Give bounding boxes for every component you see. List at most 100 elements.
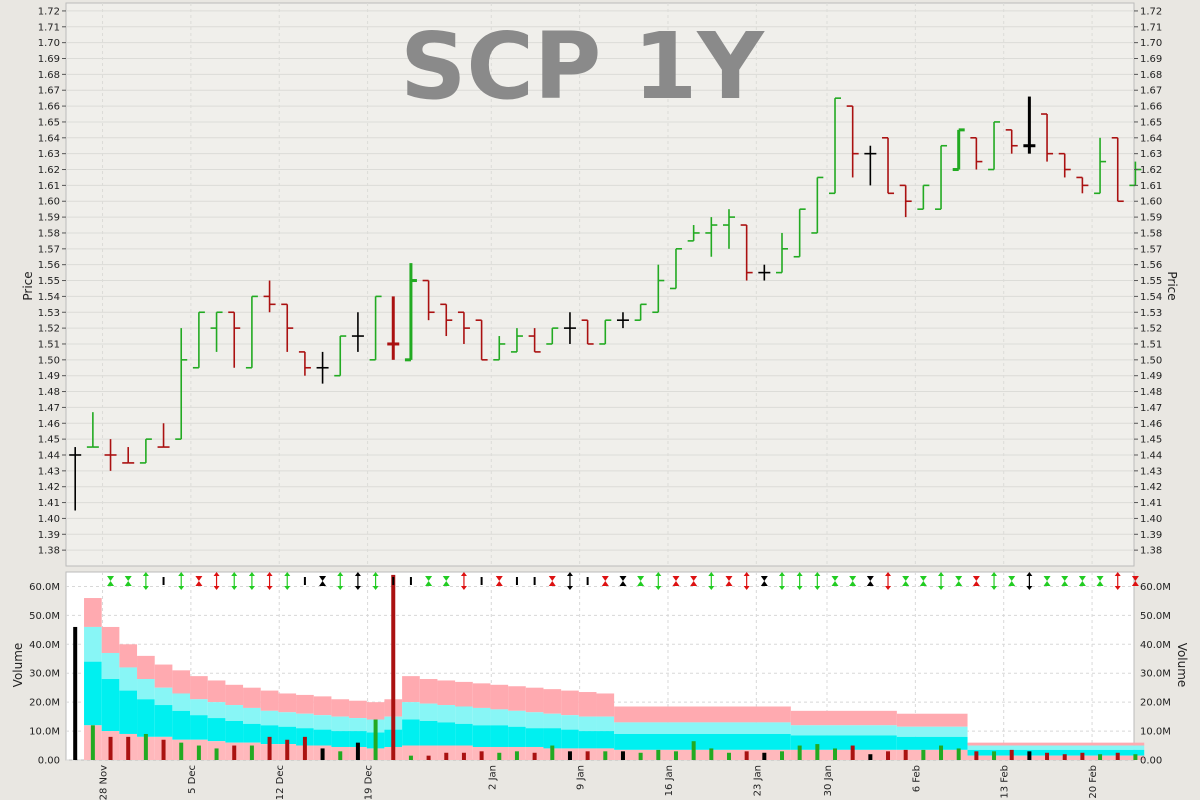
- price-tick-label: 1.51: [38, 339, 60, 350]
- volume-band-lower: [614, 749, 791, 760]
- volume-band-middle: [614, 722, 791, 734]
- price-tick-label: 1.72: [1140, 6, 1162, 17]
- volume-bar: [249, 745, 254, 760]
- signal-marker-arrow-up: [601, 581, 609, 586]
- signal-marker-arrow-down: [796, 586, 803, 590]
- signal-marker-arrow-up: [672, 581, 680, 586]
- volume-bar: [373, 719, 378, 760]
- signal-marker-arrow-down: [938, 586, 945, 590]
- volume-bar: [691, 741, 696, 760]
- signal-marker-arrow-down: [708, 586, 715, 590]
- price-tick-label: 1.41: [38, 498, 60, 509]
- price-tick-label: 1.60: [38, 197, 60, 208]
- price-tick-label: 1.45: [38, 435, 60, 446]
- volume-band-middle: [331, 716, 350, 732]
- volume-bar: [886, 751, 891, 760]
- price-tick-label: 1.41: [1140, 498, 1162, 509]
- volume-band-middle: [967, 745, 1145, 750]
- volume-band-middle: [790, 725, 897, 736]
- volume-tick-label: 60.0M: [1140, 582, 1171, 593]
- volume-bar: [638, 752, 643, 760]
- volume-band-middle: [525, 712, 544, 729]
- signal-marker-arrow-up: [1043, 581, 1051, 586]
- volume-band-upper: [437, 680, 456, 706]
- signal-marker-arrow-down: [725, 576, 733, 581]
- volume-bar: [1009, 749, 1014, 760]
- price-tick-label: 1.64: [38, 133, 60, 144]
- price-tick-label: 1.71: [1140, 22, 1162, 33]
- price-tick-label: 1.47: [38, 403, 60, 414]
- signal-marker-arrow-down: [425, 576, 433, 581]
- volume-axis-label-right: Volume: [1175, 643, 1189, 688]
- volume-band-core: [154, 705, 173, 737]
- signal-marker-arrow-up: [972, 581, 980, 586]
- volume-tick-label: 50.0M: [29, 611, 60, 622]
- signal-marker-arrow-up: [266, 572, 273, 576]
- date-tick-label: 12 Dec: [275, 765, 286, 800]
- volume-tick-label: 40.0M: [1140, 640, 1171, 651]
- volume-bar: [355, 742, 360, 760]
- price-tick-label: 1.40: [38, 514, 60, 525]
- volume-band-upper: [349, 700, 367, 719]
- volume-tick-label: 60.0M: [29, 582, 60, 593]
- volume-bar: [320, 748, 325, 760]
- price-tick-label: 1.69: [1140, 54, 1162, 65]
- volume-band-upper: [472, 683, 491, 708]
- volume-band-core: [578, 731, 597, 749]
- volume-bar: [1098, 754, 1103, 760]
- signal-marker-arrow-up: [725, 581, 733, 586]
- signal-marker-arrow-up: [195, 581, 203, 586]
- price-tick-label: 1.62: [1140, 165, 1162, 176]
- volume-tick-label: 10.0M: [29, 727, 60, 738]
- volume-bar: [815, 744, 820, 760]
- signal-marker-arrow-up: [743, 572, 750, 576]
- volume-axis-right: 0.00 10.0M 20.0M 30.0M 40.0M 50.0M 60.0M: [1140, 582, 1171, 767]
- volume-bars: [73, 574, 1138, 760]
- signal-marker-arrow-up: [814, 572, 821, 576]
- volume-band-upper: [137, 655, 155, 680]
- volume-tick-label: 0.00: [38, 756, 60, 767]
- signal-marker-arrow-down: [178, 586, 185, 590]
- signal-marker-arrow-up: [213, 572, 220, 576]
- volume-band-core: [119, 690, 138, 734]
- signal-marker-arrow-down: [601, 576, 609, 581]
- signal-marker-arrow-up: [1026, 572, 1033, 576]
- signal-marker-arrow-up: [284, 572, 291, 576]
- volume-band-upper: [455, 681, 473, 707]
- volume-band-middle: [296, 713, 314, 729]
- volume-band-core: [278, 726, 297, 745]
- volume-band-middle: [101, 652, 120, 680]
- signal-marker-arrow-down: [266, 586, 273, 590]
- volume-band-middle: [561, 715, 579, 730]
- signal-marker-arrow-up: [779, 572, 785, 576]
- signal-marker-arrow-up: [690, 581, 698, 586]
- date-tick-label: 2 Jan: [487, 765, 498, 790]
- price-tick-label: 1.39: [1140, 530, 1162, 541]
- signal-marker-arrow-up: [178, 572, 185, 576]
- price-axis-label-right: Price: [1165, 271, 1179, 300]
- signal-marker-arrow-up: [495, 581, 503, 586]
- volume-band-middle: [490, 709, 509, 726]
- volume-band-core: [614, 733, 791, 750]
- signal-marker-arrow-up: [460, 572, 467, 576]
- price-tick-label: 1.63: [1140, 149, 1162, 160]
- volume-band-upper: [578, 692, 597, 717]
- signal-marker-arrow-up: [1096, 581, 1104, 586]
- volume-band-lower: [896, 749, 968, 760]
- volume-tick-label: 30.0M: [29, 669, 60, 680]
- volume-tick-label: 50.0M: [1140, 611, 1171, 622]
- signal-marker-arrow-down: [142, 586, 149, 590]
- volume-bar: [90, 725, 95, 760]
- volume-tick-label: 30.0M: [1140, 669, 1171, 680]
- volume-band-core: [561, 729, 579, 749]
- volume-band-core: [596, 731, 615, 749]
- date-tick-label: 19 Dec: [364, 765, 375, 800]
- price-tick-label: 1.55: [1140, 276, 1162, 287]
- price-tick-label: 1.64: [1140, 133, 1162, 144]
- price-tick-label: 1.58: [38, 228, 60, 239]
- price-tick-label: 1.68: [38, 70, 60, 81]
- ohlc-bars: [69, 96, 1142, 511]
- signal-marker-arrow-down: [919, 576, 927, 581]
- volume-band-upper: [790, 710, 897, 726]
- signal-marker-arrow-down: [690, 576, 698, 581]
